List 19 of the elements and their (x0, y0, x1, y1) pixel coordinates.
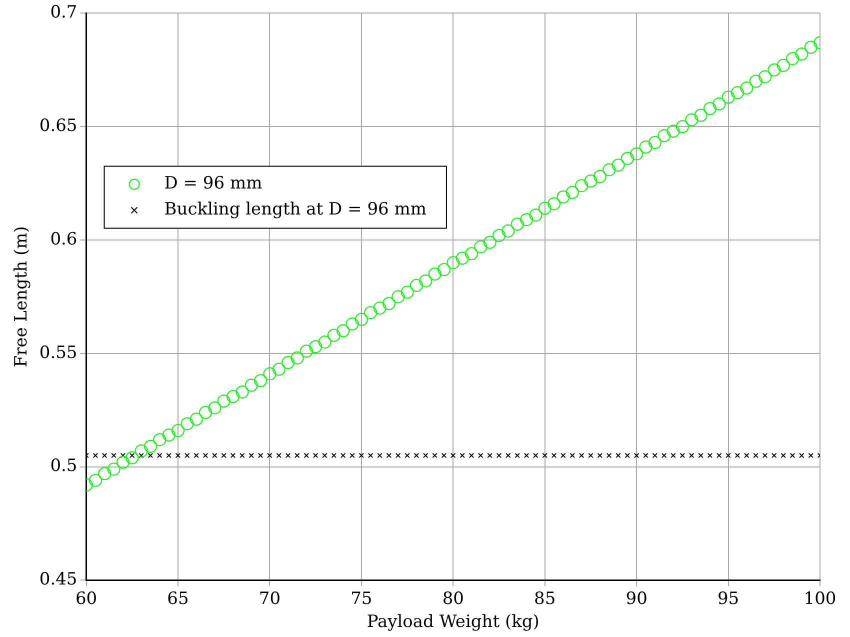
x-tick-label: 75 (350, 588, 372, 609)
y-tick-label: 0.55 (39, 342, 78, 363)
x-tick-label: 80 (442, 588, 464, 609)
x-tick-label: 65 (167, 588, 189, 609)
x-axis-title: Payload Weight (kg) (366, 612, 540, 632)
x-tick-label: 85 (534, 588, 556, 609)
x-tick-label: 100 (804, 588, 836, 609)
x-tick-label: 70 (258, 588, 281, 609)
x-tick-label: 60 (75, 588, 98, 609)
legend-label: D = 96 mm (164, 174, 262, 194)
y-axis-title: Free Length (m) (12, 226, 32, 368)
legend-label: Buckling length at D = 96 mm (164, 200, 426, 220)
y-tick-label: 0.65 (39, 116, 78, 136)
y-tick-label: 0.7 (50, 2, 78, 23)
y-tick-label: 0.45 (39, 570, 78, 590)
y-tick-label: 0.6 (50, 229, 78, 250)
x-tick-label: 95 (717, 588, 740, 609)
x-tick-label: 90 (626, 588, 648, 609)
y-tick-label: 0.5 (50, 456, 78, 476)
